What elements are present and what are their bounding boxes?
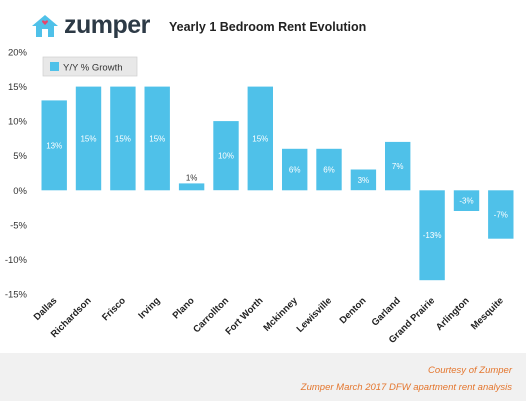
x-tick-label: Denton [338,295,369,326]
data-label: 15% [80,134,96,143]
bar [419,190,445,281]
data-label: 6% [289,166,301,175]
credit-line-2: Zumper March 2017 DFW apartment rent ana… [300,382,512,393]
x-tick-label: Plano [171,295,197,321]
zumper-logo: zumper [30,11,150,40]
bar [453,190,480,211]
house-logo-icon [32,14,58,37]
data-label: 6% [323,166,335,175]
bar [75,86,102,191]
data-label: 3% [358,176,370,185]
credit-line-1: Courtesy of Zumper [428,365,512,376]
chart-title: Yearly 1 Bedroom Rent Evolution [169,20,367,34]
data-label: 10% [218,152,234,161]
x-tick-label: Frisco [100,295,128,323]
data-label: 15% [252,134,268,143]
bar [385,141,411,191]
x-tick-label: Dallas [32,295,60,323]
bar [316,148,342,191]
y-tick-label: -10% [5,255,28,266]
data-label: -7% [494,211,508,220]
bar [110,86,136,191]
x-tick-label: Garland [370,295,403,328]
bar [350,169,377,191]
data-label: -3% [459,197,473,206]
data-label: 7% [392,162,404,171]
bar-chart: 20%15%10%5%0%-5%-10%-15%13%Dallas15%Rich… [5,48,514,346]
bar [144,86,170,191]
legend-box [42,56,138,77]
bar [488,190,514,239]
y-tick-label: -5% [10,220,27,231]
y-tick-label: 20% [8,48,28,59]
footer: Courtesy of Zumper Zumper March 2017 DFW… [0,353,526,401]
legend-swatch [50,62,59,71]
brand-name: zumper [64,11,150,39]
x-tick-label: Mesquite [469,295,506,332]
data-label: -13% [423,231,442,240]
data-label: 13% [46,141,62,150]
bar [213,121,239,191]
y-tick-label: 0% [13,186,27,197]
y-tick-label: 15% [8,82,28,93]
x-tick-label: Fort Worth [223,295,265,337]
y-tick-label: 10% [8,117,28,128]
bar [178,183,205,191]
data-label: 1% [186,173,198,182]
bar [282,148,308,191]
data-label: 15% [149,134,165,143]
x-tick-label: Arlington [434,295,472,333]
legend-label: Y/Y % Growth [63,63,123,74]
bar [41,100,67,191]
y-tick-label: -15% [5,290,28,301]
header: zumper Yearly 1 Bedroom Rent Evolution [0,0,526,44]
y-tick-label: 5% [13,151,27,162]
data-label: 15% [115,134,131,143]
bar [247,86,273,191]
x-tick-label: Irving [136,295,162,321]
x-tick-label: Lewisville [295,295,335,335]
